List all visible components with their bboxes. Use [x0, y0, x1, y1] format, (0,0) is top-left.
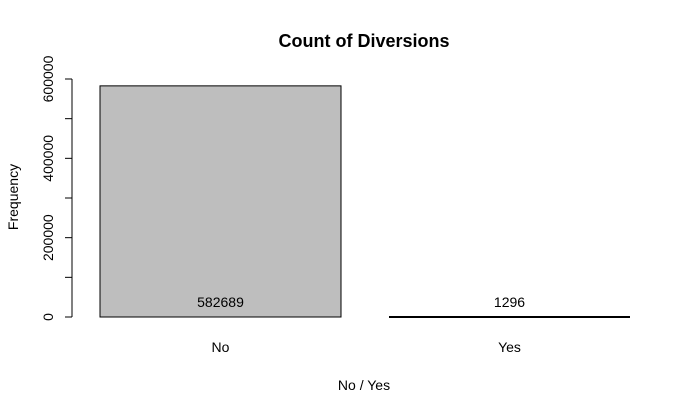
y-tick-label: 0: [40, 313, 56, 321]
y-tick-label: 200000: [40, 214, 56, 261]
data-label: 1296: [494, 294, 525, 310]
y-axis: 0 200000 400000 600000: [40, 55, 73, 321]
y-tick-label: 400000: [40, 135, 56, 182]
bar-no: [99, 85, 342, 318]
data-label: 582689: [197, 294, 244, 310]
x-axis-title: No / Yes: [338, 377, 390, 393]
bars-group: [99, 85, 630, 318]
x-tick-label: No: [212, 339, 230, 355]
x-tick-labels: No Yes: [212, 339, 521, 355]
data-labels-group: 582689 1296: [197, 294, 525, 310]
y-tick-label: 600000: [40, 55, 56, 102]
y-axis-title: Frequency: [5, 164, 21, 230]
chart-title: Count of Diversions: [278, 31, 449, 51]
x-tick-label: Yes: [498, 339, 521, 355]
